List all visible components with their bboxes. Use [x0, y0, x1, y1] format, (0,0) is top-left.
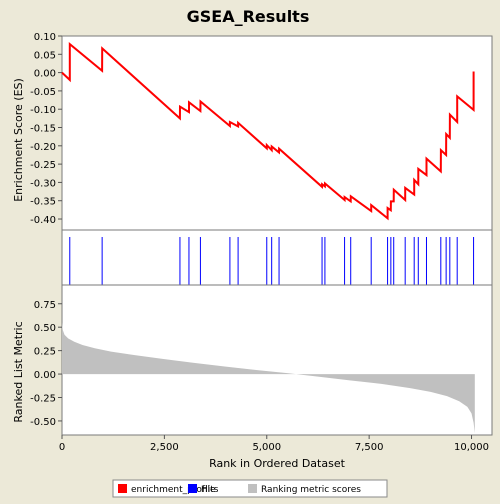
es-axis: 0.10 0.05 0.00 -0.05 -0.10 -0.15 -0.20 -0.25 -0.… — [30, 32, 62, 226]
x-tick-label: 7,500 — [355, 442, 384, 453]
es-tick-label: 0.10 — [34, 32, 56, 43]
metric-tick-label: 0.50 — [34, 323, 56, 334]
x-tick-label: 0 — [59, 442, 65, 453]
metric-axis-label: Ranked List Metric — [12, 321, 25, 422]
hits-panel-background — [61, 229, 493, 286]
enrichment-profile-group — [61, 41, 475, 221]
es-axis-label: Enrichment Score (ES) — [12, 78, 25, 202]
es-panel-background — [61, 35, 493, 231]
legend-swatch — [248, 484, 257, 493]
es-tick-label: 0.00 — [34, 69, 56, 80]
metric-tick-label: 0.75 — [34, 300, 56, 311]
es-tick-label: -0.35 — [30, 197, 56, 208]
es-tick-label: -0.20 — [30, 142, 56, 153]
metric-tick-label: 0.25 — [34, 347, 56, 358]
enrichment-profile-line — [61, 41, 475, 221]
es-tick-label: 0.05 — [34, 50, 56, 61]
metric-tick-label: -0.25 — [30, 394, 56, 405]
ranked-metric-area — [62, 322, 475, 434]
es-tick-label: -0.05 — [30, 87, 56, 98]
ranked-metric-group — [62, 322, 475, 434]
chart-title: GSEA_Results — [187, 7, 310, 26]
es-tick-label: -0.15 — [30, 124, 56, 135]
metric-axis: 0.75 0.50 0.25 0.00 -0.25 -0.50 — [30, 300, 62, 428]
legend-label: Ranking metric scores — [261, 485, 361, 495]
x-axis: 0 2,500 5,000 7,500 10,000 — [59, 435, 489, 453]
legend-label: Hits — [201, 485, 219, 495]
legend-swatch — [188, 484, 197, 493]
x-tick-label: 2,500 — [150, 442, 179, 453]
legend-swatch — [118, 484, 127, 493]
es-tick-label: -0.40 — [30, 215, 56, 226]
es-tick-label: -0.10 — [30, 105, 56, 116]
metric-tick-label: 0.00 — [34, 370, 56, 381]
es-tick-label: -0.30 — [30, 178, 56, 189]
es-tick-label: -0.25 — [30, 160, 56, 171]
x-tick-label: 10,000 — [454, 442, 489, 453]
x-axis-label: Rank in Ordered Dataset — [209, 457, 346, 470]
x-tick-label: 5,000 — [252, 442, 281, 453]
hits-group — [69, 237, 475, 285]
metric-tick-label: -0.50 — [30, 417, 56, 428]
legend-label: enrichment_profile — [131, 485, 216, 495]
